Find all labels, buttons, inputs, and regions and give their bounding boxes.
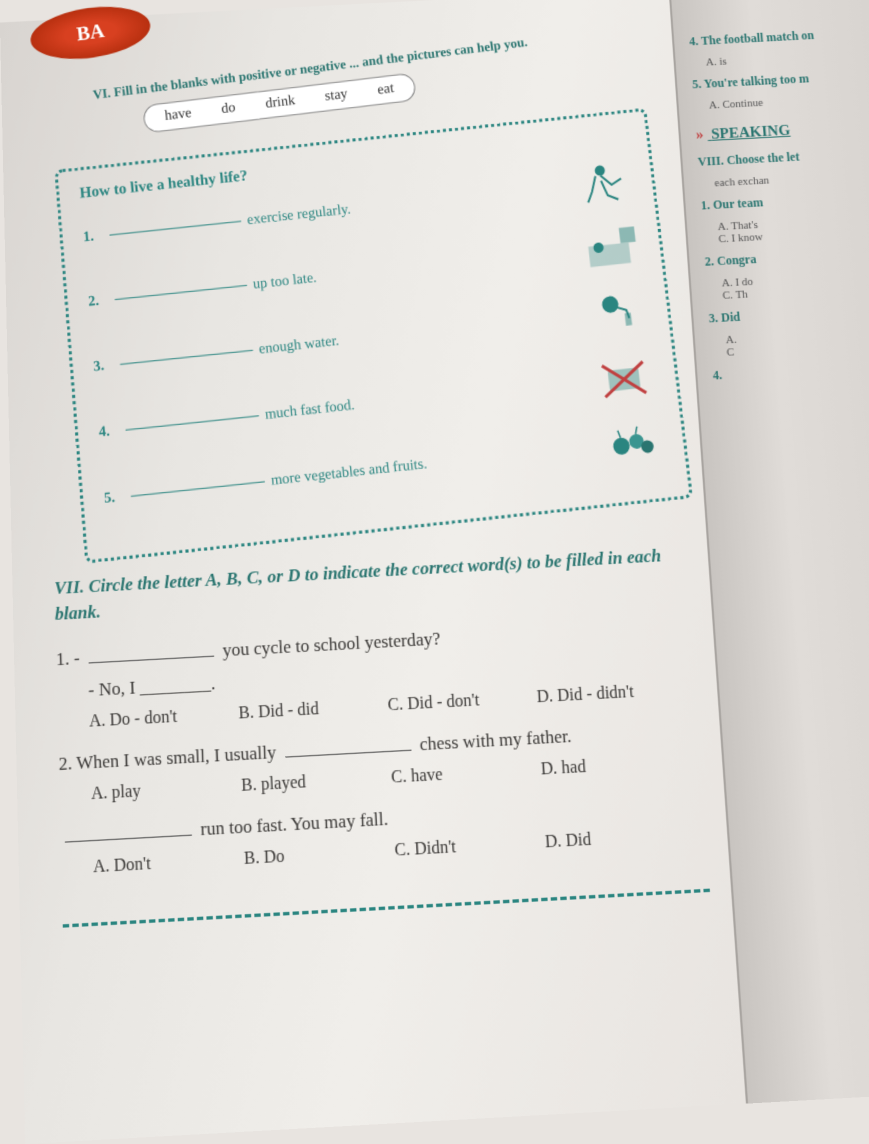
option-d[interactable]: D. Did [545, 824, 697, 852]
option-b[interactable]: B. Do [244, 841, 395, 869]
item-suffix: exercise regularly. [246, 202, 351, 229]
vegetables-icon [598, 416, 665, 470]
right-q5: 5. You're talking too m [692, 68, 869, 93]
speaking-label: SPEAKING [711, 123, 791, 143]
logo-badge: BA [28, 0, 153, 66]
blank-line[interactable] [125, 415, 258, 430]
blank-line[interactable] [109, 221, 241, 236]
prompt-prefix: - [74, 647, 80, 668]
option-a[interactable]: A. play [91, 776, 242, 804]
option-d[interactable]: D. had [540, 752, 691, 780]
item-number: 3. [93, 357, 115, 376]
right-r2: 2. Congra [704, 245, 869, 270]
fastfood-crossed-icon [591, 350, 658, 403]
question-number: 1. [56, 648, 70, 669]
option-c[interactable]: C. Didn't [394, 833, 546, 861]
item-suffix: more vegetables and fruits. [270, 456, 428, 490]
option-c[interactable]: C. have [391, 760, 542, 788]
right-viii: VIII. Choose the let [697, 145, 869, 170]
blank-line[interactable] [120, 350, 253, 365]
question-number: 2. [58, 752, 72, 774]
right-r1: 1. Our team [700, 189, 869, 214]
item-suffix: up too late. [252, 270, 317, 293]
speaking-header: » SPEAKING [695, 118, 869, 145]
prompt-prefix: When I was small, I usually [76, 741, 276, 773]
right-q5a: A. Continue [709, 91, 869, 112]
blank-line[interactable] [131, 481, 265, 496]
item-suffix: much fast food. [264, 397, 355, 423]
option-b[interactable]: B. Did - did [238, 696, 388, 724]
logo-text: BA [75, 20, 105, 47]
prompt-suffix: run too fast. You may fall. [200, 808, 389, 839]
right-q4a: A. is [705, 48, 869, 69]
item-number: 5. [103, 488, 125, 507]
prompt-suffix: chess with my father. [419, 725, 572, 754]
question-1: 1. - you cycle to school yesterday? - No… [56, 614, 697, 733]
right-r4: 4. [712, 358, 869, 384]
arrow-icon: » [695, 127, 704, 145]
option-c[interactable]: C. Did - don't [387, 688, 537, 716]
item-number: 1. [83, 228, 105, 246]
question-2: 2. When I was small, I usually chess wit… [58, 718, 701, 806]
right-viii-sub: each exchan [714, 168, 869, 189]
sleep-icon [576, 221, 642, 273]
exercise-box: How to live a healthy life? 1. exercise … [54, 108, 693, 564]
prompt-suffix: you cycle to school yesterday? [222, 628, 441, 660]
blank-line[interactable] [115, 285, 247, 300]
word-bank-item: do [221, 100, 237, 118]
option-a[interactable]: A. Do - don't [89, 704, 239, 732]
blank-line[interactable] [65, 834, 192, 842]
right-q4: 4. The football match on [689, 25, 869, 49]
blank-line[interactable] [285, 749, 411, 757]
blank-line[interactable] [89, 655, 215, 663]
left-page: BA VI. Fill in the blanks with positive … [0, 0, 746, 1144]
item-number: 4. [98, 422, 120, 441]
exercise-icon [568, 157, 634, 209]
section-divider [63, 888, 710, 927]
word-bank-item: eat [377, 81, 395, 99]
word-bank-item: drink [265, 93, 296, 113]
option-a[interactable]: A. Don't [93, 849, 244, 877]
question-3: run too fast. You may fall. A. Don't B. … [60, 791, 706, 880]
word-bank-item: stay [324, 87, 348, 106]
word-bank-item: have [164, 106, 192, 125]
option-d[interactable]: D. Did - didn't [536, 680, 686, 708]
right-r3: 3. Did [708, 301, 869, 326]
item-number: 2. [88, 292, 110, 311]
page-spread: BA VI. Fill in the blanks with positive … [0, 0, 869, 1144]
option-b[interactable]: B. played [241, 768, 392, 796]
drink-icon [583, 285, 649, 338]
item-suffix: enough water. [258, 333, 340, 358]
